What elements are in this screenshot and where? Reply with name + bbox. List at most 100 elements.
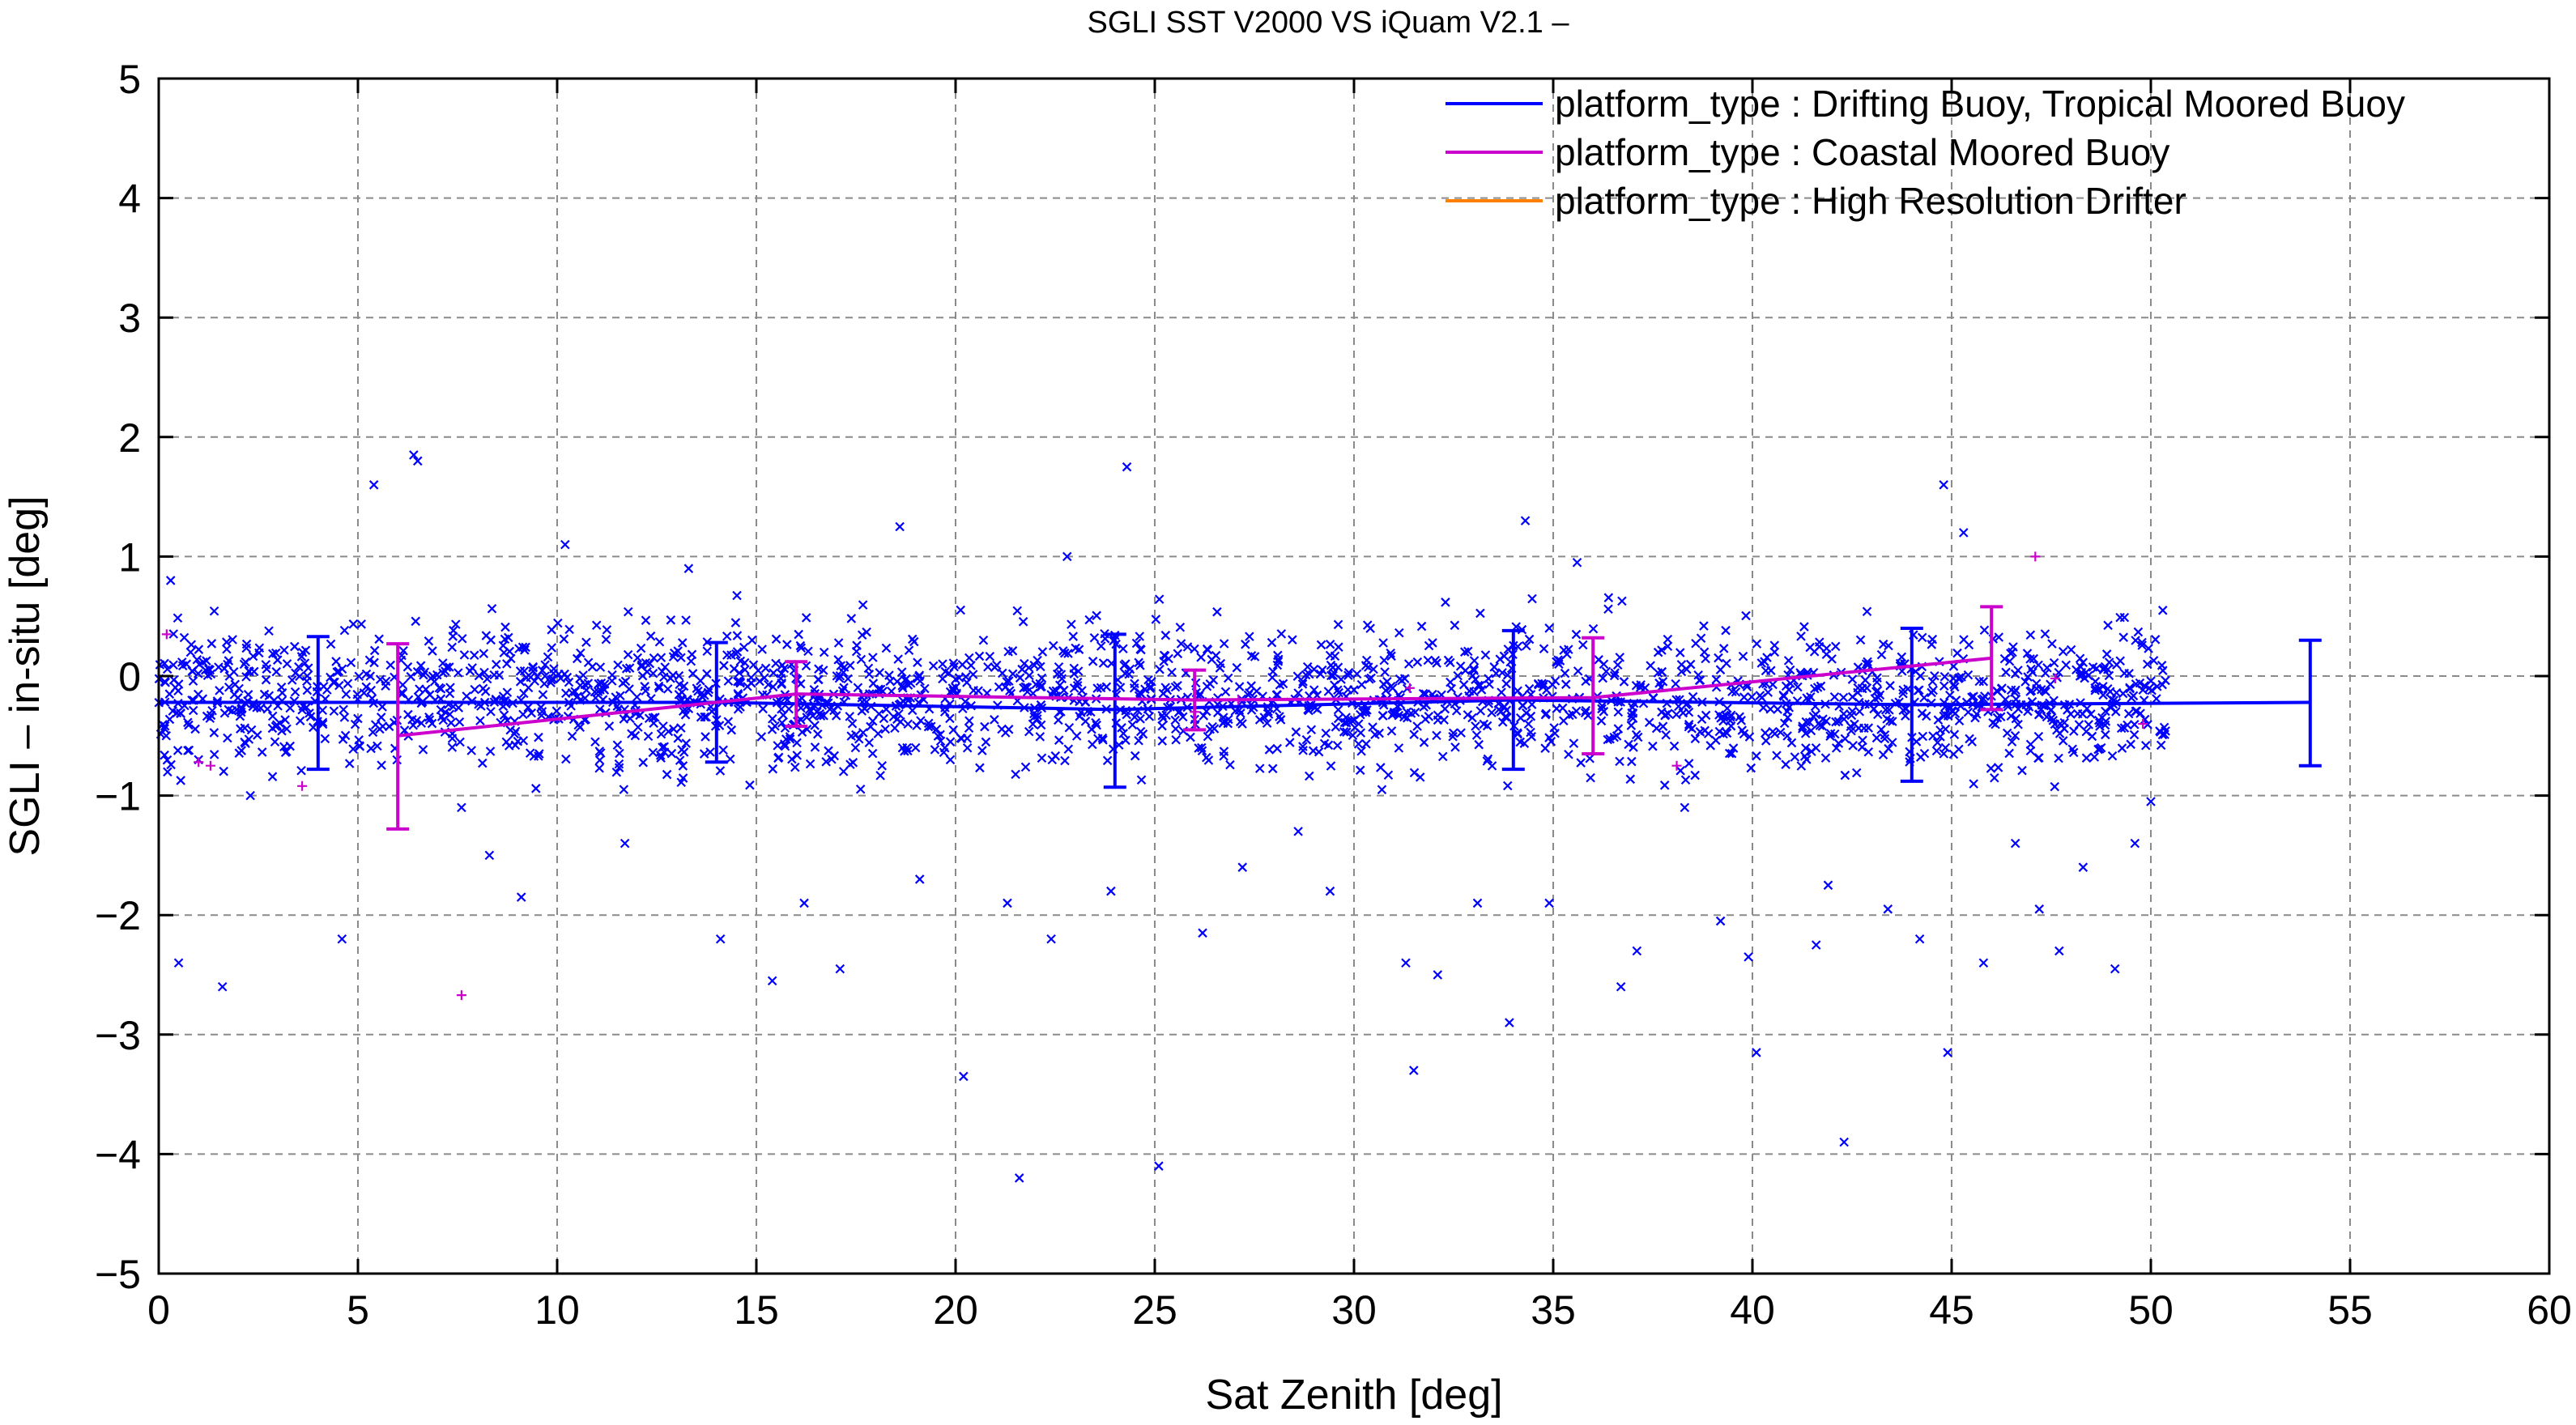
scatter-point (1765, 704, 1775, 714)
scatter-point (317, 717, 328, 728)
scatter-point (1004, 676, 1014, 686)
scatter-point (1245, 632, 1254, 641)
scatter-point (518, 709, 528, 720)
scatter-point (2118, 632, 2128, 642)
scatter-point (903, 680, 913, 690)
scatter-point (856, 654, 866, 665)
scatter-point (1121, 735, 1130, 746)
scatter-point (547, 674, 556, 685)
scatter-point (1134, 735, 1143, 746)
scatter-point (659, 742, 670, 752)
scatter-point (300, 658, 310, 668)
scatter-point (282, 724, 292, 734)
scatter-point (648, 668, 658, 678)
scatter-point (1254, 764, 1265, 773)
scatter-point (1155, 664, 1165, 674)
scatter-point (356, 619, 366, 629)
scatter-point (2010, 730, 2020, 741)
scatter-point (1880, 730, 1890, 740)
scatter-point (964, 716, 974, 726)
scatter-point (1302, 661, 1313, 672)
scatter-point (1219, 751, 1228, 761)
scatter-point (1386, 726, 1397, 736)
scatter-point (1561, 679, 1571, 689)
scatter-point (1378, 638, 1388, 648)
scatter-point (1811, 709, 1821, 720)
scatter-point (632, 653, 643, 663)
scatter-point (277, 725, 287, 736)
scatter-point (660, 662, 671, 672)
scatter-point (1175, 622, 1186, 632)
scatter-point (537, 666, 547, 675)
scatter-point (1100, 634, 1110, 644)
scatter-point (739, 657, 750, 668)
scatter-point (1254, 715, 1265, 725)
scatter-point (234, 748, 245, 758)
scatter-point (1171, 735, 1181, 745)
scatter-point (364, 655, 375, 666)
scatter-point (1603, 734, 1613, 745)
scatter-point (998, 668, 1007, 678)
scatter-point (570, 687, 580, 697)
scatter-point (875, 668, 885, 678)
scatter-point (1914, 934, 1925, 944)
scatter-point (2049, 657, 2059, 668)
scatter-point (415, 684, 424, 694)
scatter-point (2086, 709, 2096, 719)
scatter-point (833, 655, 843, 665)
scatter-point (518, 735, 529, 746)
scatter-point (1979, 625, 1990, 636)
scatter-point (287, 675, 297, 685)
scatter-point (575, 722, 585, 733)
x-tick-label: 5 (347, 1287, 369, 1333)
scatter-point (1267, 637, 1277, 648)
scatter-point (530, 784, 541, 793)
scatter-point (1069, 669, 1079, 678)
scatter-point (836, 661, 846, 671)
scatter-point (377, 760, 386, 770)
scatter-point (1804, 717, 1815, 727)
scatter-point (1838, 692, 1849, 703)
scatter-point (1463, 710, 1473, 720)
scatter-point (733, 704, 743, 714)
scatter-point (223, 659, 232, 670)
scatter-point (166, 759, 176, 770)
scatter-point (777, 718, 787, 728)
scatter-point (1959, 635, 1969, 644)
scatter-point (810, 742, 820, 752)
scatter-point (1460, 647, 1470, 657)
scatter-point (1497, 687, 1506, 697)
scatter-point (673, 646, 683, 656)
scatter-point (935, 736, 946, 747)
scatter-point (1505, 1018, 1514, 1027)
scatter-point (277, 687, 287, 698)
scatter-point (1627, 756, 1637, 767)
scatter-point (1092, 683, 1102, 693)
scatter-point (219, 766, 228, 776)
scatter-point (1096, 641, 1106, 651)
scatter-point (560, 539, 570, 550)
scatter-point (514, 644, 524, 653)
scatter-point (1728, 743, 1739, 753)
scatter-point (1146, 682, 1156, 691)
scatter-point (1544, 898, 1554, 908)
scatter-point (893, 654, 903, 664)
scatter-point (1106, 886, 1116, 896)
scatter-point (1986, 764, 1996, 773)
scatter-point (715, 766, 726, 776)
scatter-point (732, 590, 742, 601)
scatter-point (696, 676, 705, 686)
scatter-point (1092, 610, 1101, 621)
scatter-point (2040, 629, 2050, 639)
scatter-point (964, 653, 974, 663)
scatter-point (346, 657, 356, 668)
scatter-point (480, 687, 491, 696)
scatter-point (1697, 714, 1707, 725)
scatter-point (1015, 673, 1025, 683)
scatter-point (1080, 717, 1091, 726)
scatter-point (896, 667, 907, 677)
scatter-point (341, 689, 351, 700)
scatter-point (2026, 686, 2037, 695)
scatter-point (1840, 770, 1850, 781)
scatter-point (732, 647, 743, 657)
